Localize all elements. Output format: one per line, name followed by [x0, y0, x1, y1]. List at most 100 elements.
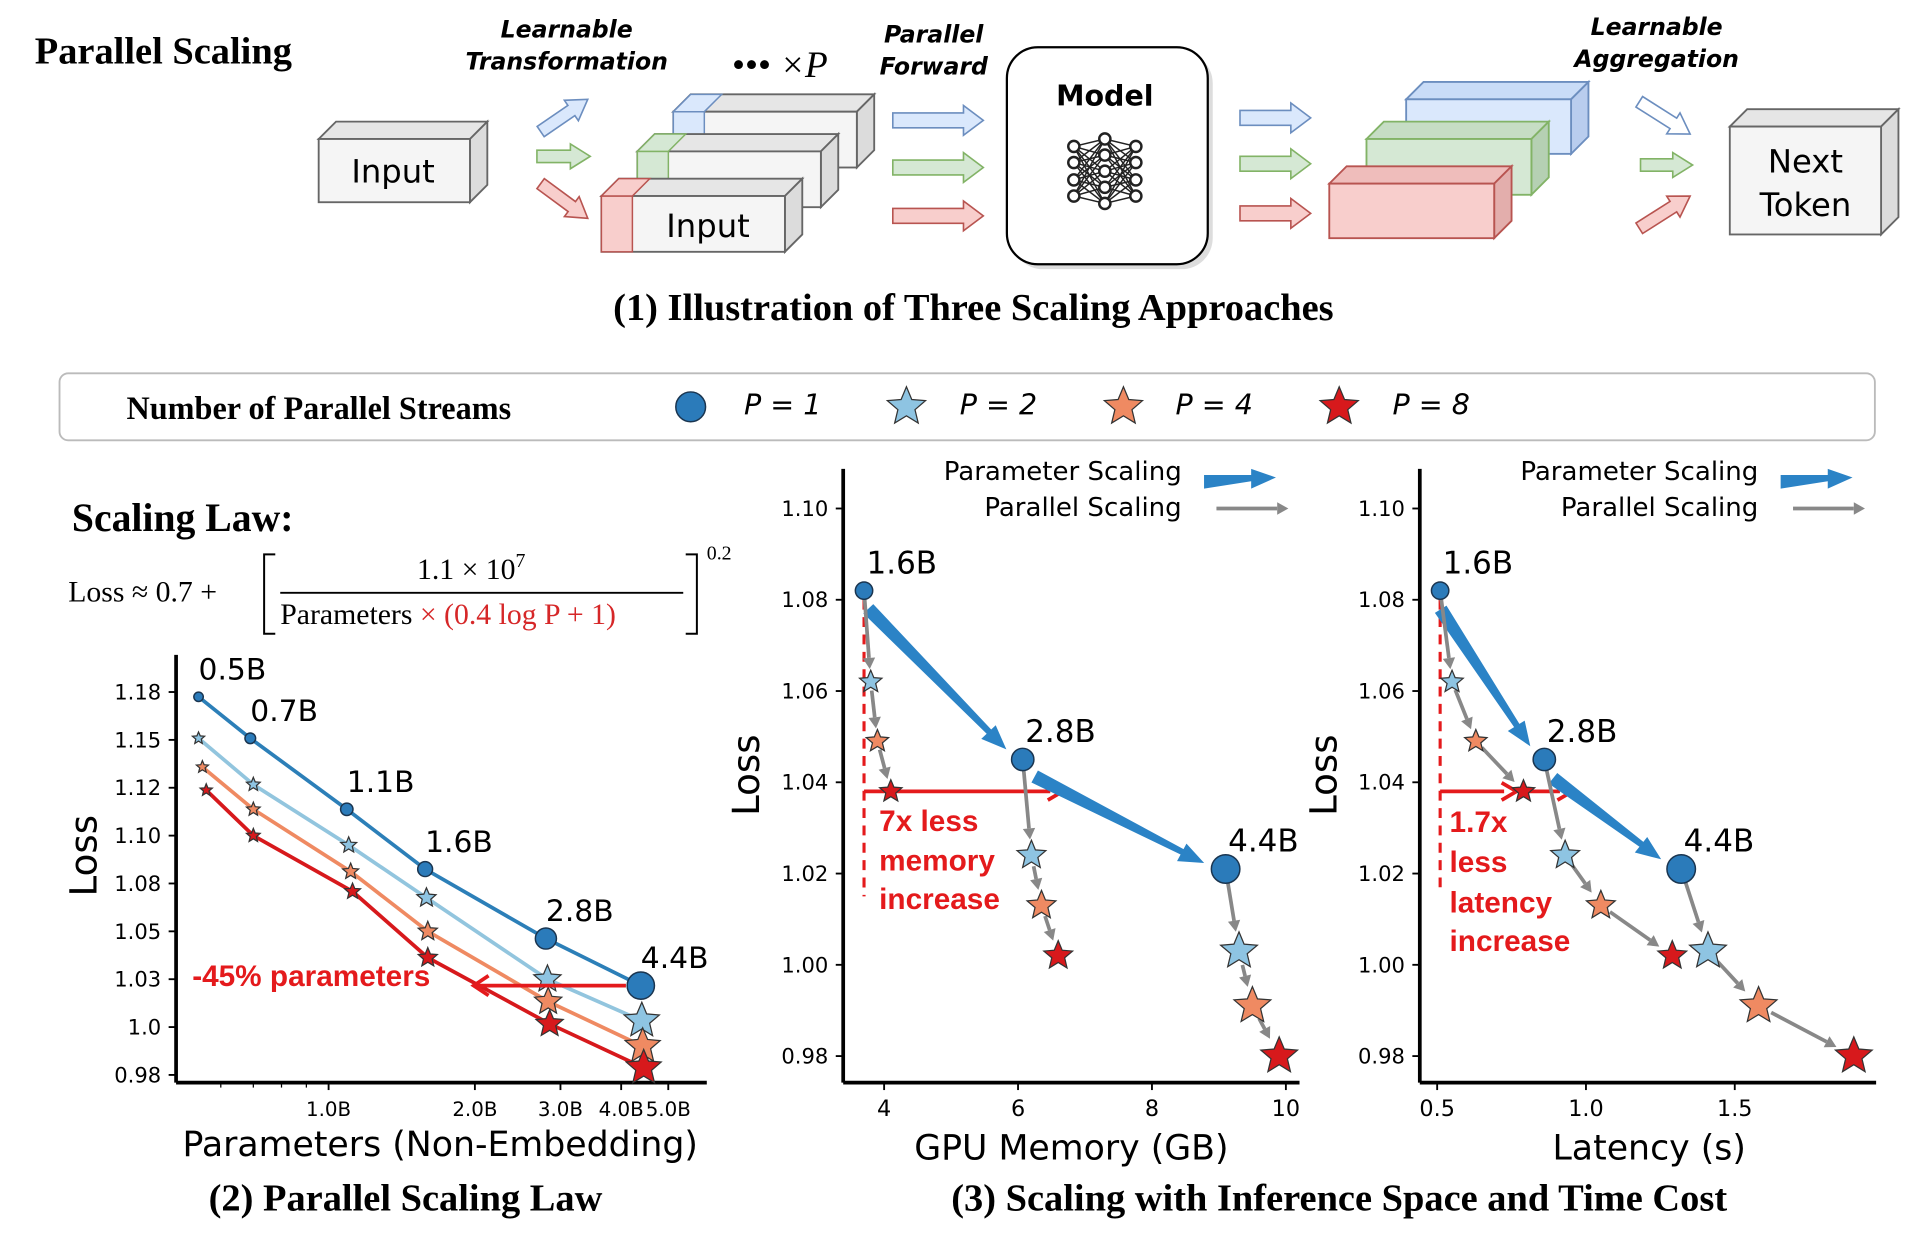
- parallel-scaling-arrow: [1257, 1017, 1267, 1030]
- parallel-scaling-arrow: [1043, 915, 1052, 931]
- prefix-token-top: [599, 177, 652, 197]
- data-point: [416, 945, 439, 968]
- data-point: [1510, 778, 1537, 803]
- data-point: [339, 802, 354, 817]
- legend-label-p2: P = 2: [960, 388, 1037, 421]
- data-point: [1738, 985, 1779, 1023]
- nn-edge: [1104, 162, 1137, 204]
- chart2-annotation-2: less: [1450, 846, 1508, 879]
- parallel-scaling-arrow: [877, 749, 887, 769]
- y-tick-label: 1.06: [781, 678, 828, 703]
- neural-network-icon: [1067, 132, 1143, 211]
- chart0-annotation: -45% parameters: [192, 960, 430, 993]
- y-tick-label: 1.08: [1358, 587, 1405, 612]
- data-point: [244, 775, 262, 792]
- transform-arrow-red: [535, 177, 589, 220]
- y-tick-label: 1.04: [781, 770, 828, 795]
- parallel-scaling-arrow: [1608, 910, 1652, 942]
- nn-node: [1098, 196, 1112, 211]
- data-point: [1210, 853, 1241, 884]
- parallel-scaling-arrowhead: [862, 657, 876, 670]
- model-size-label: 1.6B: [425, 825, 493, 860]
- y-tick-label: 1.08: [781, 587, 828, 612]
- series-line-P=8: [204, 788, 645, 1070]
- nn-node: [1098, 148, 1112, 162]
- data-point: [339, 835, 359, 854]
- nn-node: [1129, 139, 1143, 154]
- model-label: Model: [1056, 80, 1154, 113]
- y-tick-label: 1.18: [114, 679, 161, 704]
- parallel-scaling-arrow: [869, 690, 877, 718]
- nn-node: [1098, 132, 1112, 146]
- legend-label-p8: P = 8: [1393, 388, 1470, 421]
- cube-front: [1328, 182, 1496, 240]
- parallel-scaling-arrowhead: [1239, 974, 1252, 987]
- formula-lhs: Loss ≈ 0.7 +: [68, 576, 217, 609]
- data-point: [624, 1047, 663, 1084]
- data-point: [1042, 939, 1075, 970]
- transform-arrow-green: [536, 142, 592, 171]
- aggregation-arrow-blue: [1634, 95, 1692, 135]
- parameter-scaling-arrow: [1031, 770, 1205, 864]
- nn-edge: [1073, 138, 1106, 197]
- prefix-token-top: [671, 93, 724, 113]
- nn-edge: [1073, 138, 1106, 181]
- y-tick-label: 0.98: [781, 1044, 828, 1069]
- chart0-xlabel: Parameters (Non-Embedding): [182, 1125, 698, 1165]
- parallel-scaling-arrowhead: [1580, 879, 1592, 893]
- y-tick-label: 0.98: [1358, 1044, 1405, 1069]
- x-tick-label: 8: [1145, 1096, 1159, 1122]
- parallel-scaling-arrowhead: [1646, 935, 1660, 947]
- cube-top: [1727, 108, 1901, 128]
- nn-node: [1129, 189, 1143, 203]
- chart1-annotation-3: increase: [879, 883, 1000, 916]
- data-point: [1025, 888, 1058, 920]
- chart0-ylabel: Loss: [62, 815, 106, 897]
- model-size-label: 0.5B: [199, 652, 267, 687]
- parallel-scaling-arrowhead: [1823, 1036, 1837, 1048]
- y-tick-label: 1.06: [1358, 678, 1405, 703]
- aggregation-arrow-green: [1639, 151, 1695, 179]
- y-tick-label: 1.0: [128, 1015, 162, 1040]
- model-size-label: 2.8B: [546, 894, 614, 929]
- prefix-token-top: [635, 133, 688, 153]
- legend-box: [58, 372, 1876, 442]
- nn-edge: [1104, 146, 1137, 204]
- legend-markers: [675, 385, 1360, 425]
- data-point: [1656, 939, 1689, 970]
- model-size-label: 0.7B: [250, 694, 318, 729]
- parameter-scaling-arrow: [1204, 468, 1276, 489]
- next-token-label-2: Token: [1759, 186, 1852, 224]
- data-point: [190, 730, 207, 745]
- nn-node: [1067, 155, 1081, 170]
- y-tick-label: 1.02: [1358, 861, 1405, 886]
- output-arrow-green: [1239, 147, 1313, 181]
- scaling-law-heading: Scaling Law:: [72, 496, 294, 540]
- data-point: [858, 668, 884, 693]
- nn-node: [1067, 173, 1081, 187]
- next-token-label-1: Next: [1768, 142, 1843, 180]
- nn-node: [1098, 180, 1112, 195]
- parameter-reduction-arrow-head: [470, 974, 490, 998]
- stream-cube-red: [599, 176, 805, 255]
- learnable-transformation-label-1: Learnable: [501, 15, 633, 43]
- chart2-annotation-1: 1.7x: [1450, 806, 1508, 839]
- nn-node: [1129, 155, 1143, 170]
- nn-edge: [1073, 154, 1106, 197]
- y-tick-label: 1.10: [781, 496, 828, 521]
- data-point: [198, 782, 214, 797]
- parallel-forward-label-2: Forward: [880, 53, 989, 81]
- y-tick-label: 1.00: [1358, 952, 1405, 977]
- learnable-aggregation-label-2: Aggregation: [1572, 45, 1739, 73]
- cube-top: [316, 120, 490, 140]
- y-tick-label: 1.02: [781, 861, 828, 886]
- scaling-diagram: [316, 46, 1901, 270]
- x-tick-label: 3.0B: [538, 1098, 583, 1121]
- x-tick-label: 4: [877, 1096, 891, 1122]
- x-tick-label: 5.0B: [646, 1098, 691, 1121]
- data-point: [193, 691, 205, 703]
- cube-front: [317, 138, 471, 204]
- y-tick-label: 1.15: [114, 727, 161, 752]
- data-point: [1430, 581, 1450, 601]
